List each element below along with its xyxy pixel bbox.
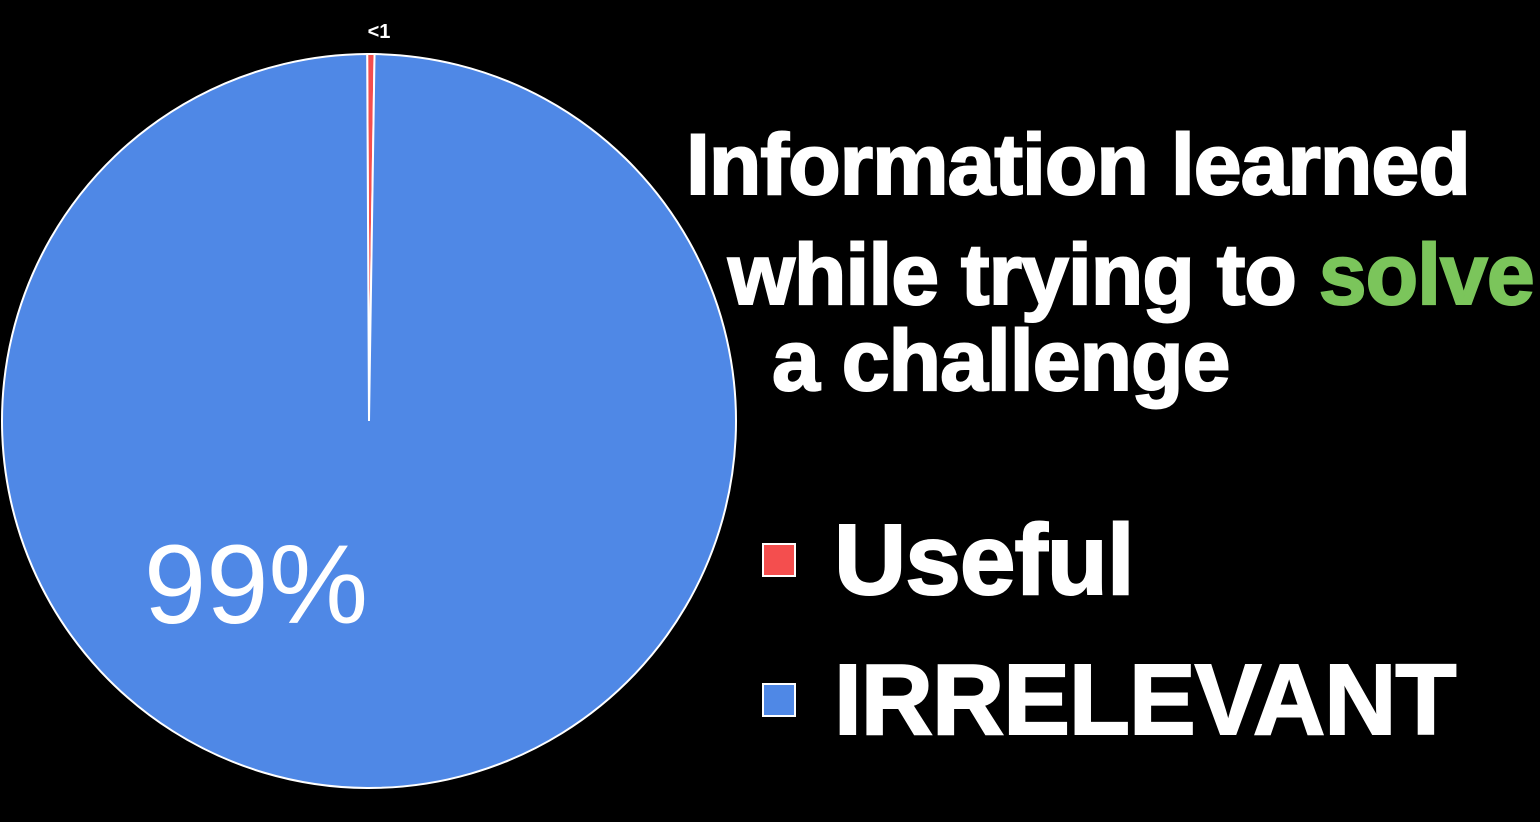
title-highlight-word: solve	[1318, 227, 1536, 323]
legend-label-irrelevant: IRRELEVANT	[833, 644, 1457, 756]
title-line-2: while trying to solve	[727, 231, 1536, 319]
title-segment: while trying to	[727, 227, 1319, 323]
pie-label-useful: <1	[368, 21, 391, 43]
legend-label-useful: Useful	[833, 504, 1136, 616]
pie-slice-irrelevant	[0, 52, 737, 789]
title-line-3: a challenge	[771, 317, 1231, 405]
legend-swatch-irrelevant	[762, 683, 796, 717]
pie-slices	[0, 52, 737, 789]
legend-item-irrelevant: IRRELEVANT	[762, 644, 1457, 756]
title-line-1: Information learned	[685, 121, 1472, 209]
title-segment: a challenge	[771, 313, 1231, 409]
pie-label-irrelevant: 99%	[144, 522, 368, 647]
pie-labels: <1 99%	[144, 21, 390, 647]
legend-swatch-useful	[762, 543, 796, 577]
legend-item-useful: Useful	[762, 504, 1136, 616]
pie-chart: <1 99%	[0, 21, 737, 789]
title-segment: Information learned	[685, 117, 1472, 213]
